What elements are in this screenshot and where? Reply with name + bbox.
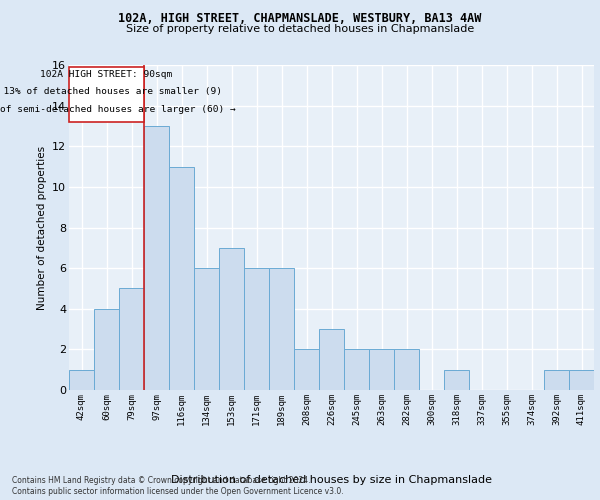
- Bar: [119, 288, 144, 390]
- Bar: [319, 329, 344, 390]
- Text: 102A, HIGH STREET, CHAPMANSLADE, WESTBURY, BA13 4AW: 102A, HIGH STREET, CHAPMANSLADE, WESTBUR…: [118, 12, 482, 26]
- Bar: [244, 268, 269, 390]
- Bar: [269, 268, 294, 390]
- Bar: [219, 248, 244, 390]
- FancyBboxPatch shape: [69, 67, 144, 122]
- Bar: [369, 350, 394, 390]
- Bar: [544, 370, 569, 390]
- Bar: [194, 268, 219, 390]
- Text: Size of property relative to detached houses in Chapmanslade: Size of property relative to detached ho…: [126, 24, 474, 34]
- Bar: [69, 370, 94, 390]
- Bar: [344, 350, 369, 390]
- Bar: [444, 370, 469, 390]
- Bar: [94, 308, 119, 390]
- Text: 102A HIGH STREET: 90sqm: 102A HIGH STREET: 90sqm: [40, 70, 173, 79]
- Text: Contains HM Land Registry data © Crown copyright and database right 2024.: Contains HM Land Registry data © Crown c…: [12, 476, 311, 485]
- Y-axis label: Number of detached properties: Number of detached properties: [37, 146, 47, 310]
- Text: ← 13% of detached houses are smaller (9): ← 13% of detached houses are smaller (9): [0, 87, 221, 96]
- Bar: [394, 350, 419, 390]
- Bar: [569, 370, 594, 390]
- Bar: [144, 126, 169, 390]
- Bar: [169, 166, 194, 390]
- Bar: [294, 350, 319, 390]
- Text: 87% of semi-detached houses are larger (60) →: 87% of semi-detached houses are larger (…: [0, 106, 236, 114]
- X-axis label: Distribution of detached houses by size in Chapmanslade: Distribution of detached houses by size …: [171, 475, 492, 485]
- Text: Contains public sector information licensed under the Open Government Licence v3: Contains public sector information licen…: [12, 487, 344, 496]
